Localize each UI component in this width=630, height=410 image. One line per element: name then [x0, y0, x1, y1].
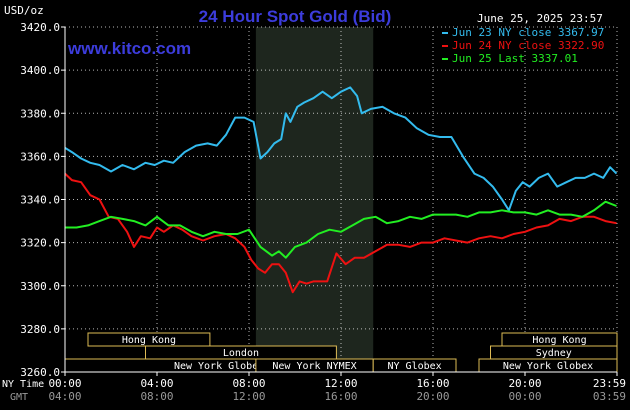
timestamp: June 25, 2025 23:57 [477, 12, 603, 25]
y-tick-label-3: 3320.0 [20, 237, 60, 250]
series-line-0 [64, 86, 618, 212]
series-line-1 [64, 172, 617, 294]
y-tick-label-8: 3420.0 [20, 21, 60, 34]
x-tick-label-0: 00:00 [48, 377, 81, 390]
gmt-tick-label-2: 12:00 [232, 390, 265, 403]
watermark: www.kitco.com [67, 39, 191, 58]
x-tick-label-3: 12:00 [324, 377, 357, 390]
grid-lines [64, 26, 618, 373]
x-tick-label-1: 04:00 [140, 377, 173, 390]
gmt-label: GMT [10, 392, 28, 403]
gmt-tick-label-5: 00:00 [508, 390, 541, 403]
gmt-tick-label-4: 20:00 [416, 390, 449, 403]
x-tick-label-5: 20:00 [508, 377, 541, 390]
y-axis-unit: USD/oz [4, 4, 44, 17]
series-line-2 [65, 200, 617, 259]
session-label-4: NY Globex [388, 361, 442, 372]
x-tick-label-6: 23:59 [593, 377, 626, 390]
chart-title: 24 Hour Spot Gold (Bid) [199, 7, 392, 26]
session-label-3: New York NYMEX [272, 361, 356, 372]
session-label-2: New York Globex [174, 361, 264, 372]
ny-time-label: NY Time [2, 379, 44, 390]
y-tick-label-1: 3280.0 [20, 323, 60, 336]
y-tick-label-2: 3300.0 [20, 280, 60, 293]
legend-label-0: Jun 23 NY close 3367.97 [452, 26, 604, 39]
session-label-7: New York Globex [503, 361, 593, 372]
market-sessions: Hong Kong London New York Globex New York N… [64, 332, 618, 373]
gmt-tick-label-0: 04:00 [48, 390, 81, 403]
axes: 3260.0 3280.0 3300.0 3320.0 3340.0 3360.0 3380… [20, 21, 626, 403]
session-label-6: Sydney [536, 348, 572, 359]
session-label-1: London [223, 348, 259, 359]
y-tick-label-4: 3340.0 [20, 194, 60, 207]
y-tick-label-6: 3380.0 [20, 107, 60, 120]
price-series [64, 86, 618, 294]
y-tick-label-7: 3400.0 [20, 64, 60, 77]
legend-label-2: Jun 25 Last 3337.01 [452, 52, 578, 65]
session-label-0: Hong Kong [122, 335, 176, 346]
x-tick-label-2: 08:00 [232, 377, 265, 390]
legend-label-1: Jun 24 NY close 3322.90 [452, 39, 604, 52]
gmt-tick-label-1: 08:00 [140, 390, 173, 403]
gmt-tick-label-3: 16:00 [324, 390, 357, 403]
gmt-tick-label-6: 03:59 [593, 390, 626, 403]
session-label-5: Hong Kong [532, 335, 586, 346]
y-tick-label-0: 3260.0 [20, 366, 60, 379]
x-tick-label-4: 16:00 [416, 377, 449, 390]
y-tick-label-5: 3360.0 [20, 150, 60, 163]
